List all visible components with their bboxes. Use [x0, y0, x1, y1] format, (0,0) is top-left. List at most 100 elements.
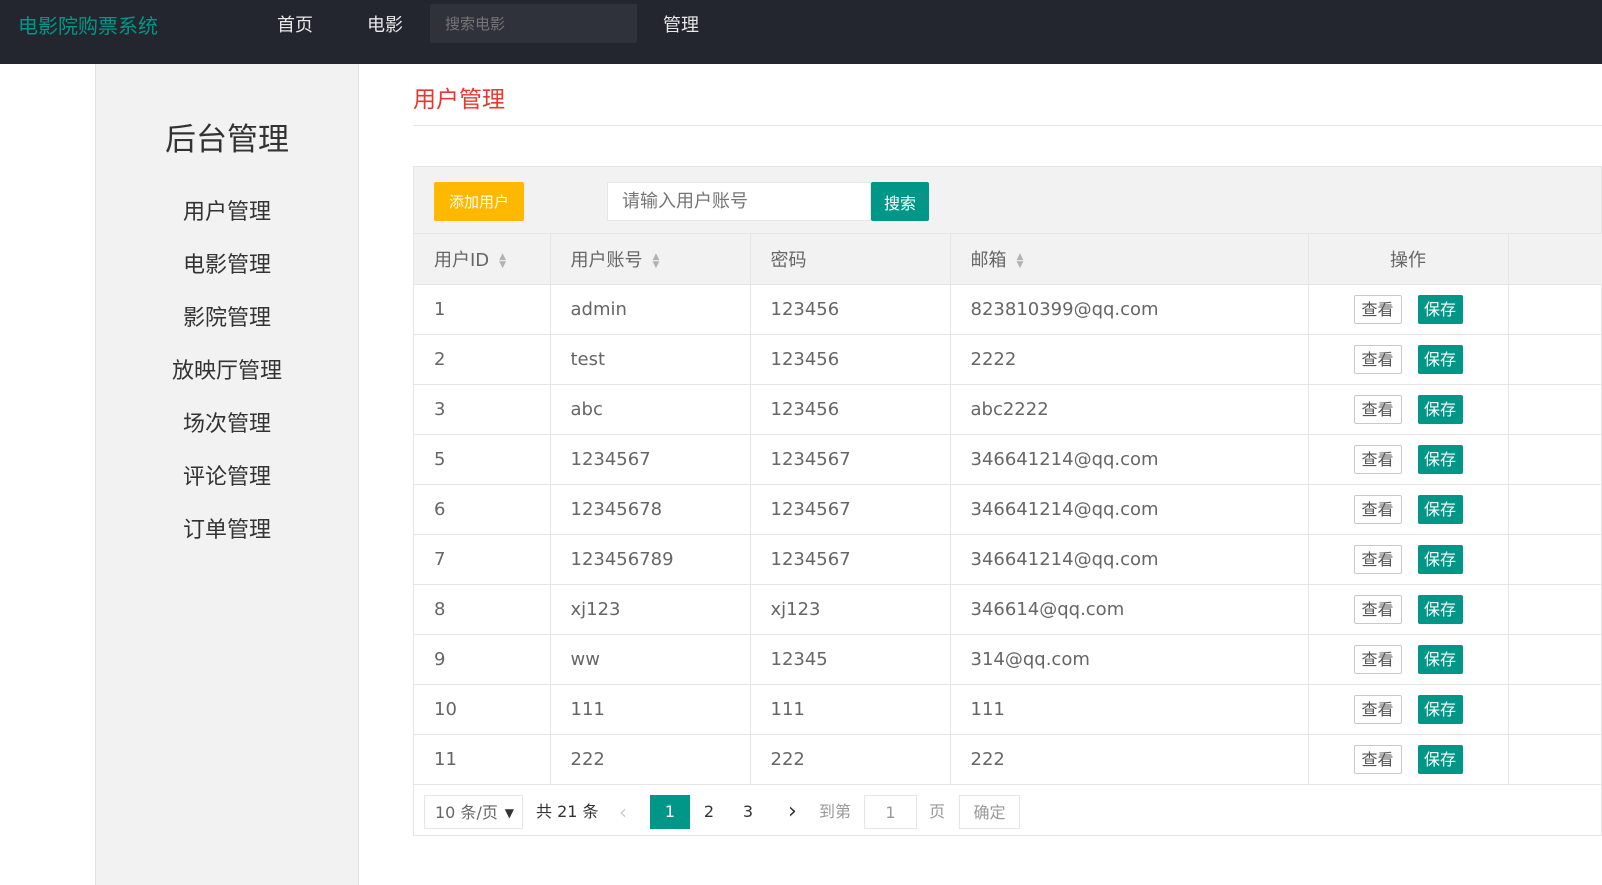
cell-email: abc2222 [950, 384, 1309, 435]
add-user-button[interactable]: 添加用户 [434, 182, 524, 221]
cell-password: 123456 [750, 284, 951, 335]
cell-actions: 查看 保存 [1308, 284, 1509, 335]
save-button[interactable]: 保存 [1417, 594, 1463, 624]
cell-password: xj123 [750, 584, 951, 635]
view-button[interactable]: 查看 [1353, 494, 1402, 524]
save-button[interactable]: 保存 [1417, 544, 1463, 574]
sort-icon[interactable]: ▲ ▼ [652, 251, 660, 270]
search-button[interactable]: 搜索 [871, 182, 929, 221]
sidebar-item[interactable]: 放映厅管理 [171, 359, 282, 384]
cell-email: 346641214@qq.com [950, 434, 1309, 485]
view-button[interactable]: 查看 [1353, 744, 1402, 774]
table-row: 11 222 222 222 查看 保存 [414, 734, 1602, 785]
cell-actions: 查看 保存 [1308, 534, 1509, 585]
table-row: 3 abc 123456 abc2222 查看 保存 [414, 384, 1602, 435]
dropdown-arrow-icon: ▼ [504, 805, 514, 820]
table-row: 7 123456789 1234567 346641214@qq.com 查看 保存 [414, 534, 1602, 585]
cell-account: 222 [550, 734, 751, 785]
view-button[interactable]: 查看 [1353, 344, 1402, 374]
cell-account: ww [550, 634, 751, 685]
nav-movies[interactable]: 电影 [367, 15, 403, 36]
cell-id: 5 [414, 434, 551, 485]
toolbar: 添加用户 搜索 [414, 167, 1601, 234]
view-button[interactable]: 查看 [1353, 644, 1402, 674]
cell-actions: 查看 保存 [1308, 334, 1509, 385]
view-button[interactable]: 查看 [1353, 294, 1402, 324]
cell-account: 111 [550, 684, 751, 735]
goto-label: 到第 [819, 801, 852, 821]
cell-empty [1508, 684, 1602, 735]
cell-actions: 查看 保存 [1308, 434, 1509, 485]
next-page-icon[interactable]: › [788, 798, 797, 824]
cell-email: 222 [950, 734, 1309, 785]
cell-account: admin [550, 284, 751, 335]
goto-page-input[interactable]: 1 [864, 794, 917, 829]
view-button[interactable]: 查看 [1353, 694, 1402, 724]
save-button[interactable]: 保存 [1417, 294, 1463, 324]
save-button[interactable]: 保存 [1417, 744, 1463, 774]
sidebar-item[interactable]: 电影管理 [182, 253, 271, 278]
cell-id: 11 [414, 734, 551, 785]
prev-page-icon[interactable]: ‹ [619, 799, 627, 824]
table-row: 10 111 111 111 查看 保存 [414, 684, 1602, 735]
column-header-empty [1508, 234, 1602, 285]
view-button[interactable]: 查看 [1353, 594, 1402, 624]
view-button[interactable]: 查看 [1353, 444, 1402, 474]
table-row: 5 1234567 1234567 346641214@qq.com 查看 保存 [414, 434, 1602, 485]
save-button[interactable]: 保存 [1417, 444, 1463, 474]
save-button[interactable]: 保存 [1417, 644, 1463, 674]
page-2[interactable]: 2 [703, 801, 715, 821]
view-button[interactable]: 查看 [1353, 394, 1402, 424]
save-button[interactable]: 保存 [1417, 344, 1463, 374]
view-button[interactable]: 查看 [1353, 544, 1402, 574]
column-label: 操作 [1390, 249, 1426, 271]
cell-empty [1508, 484, 1602, 535]
cell-account: 1234567 [550, 434, 751, 485]
sort-icon[interactable]: ▲ ▼ [1016, 251, 1024, 270]
user-account-search-input[interactable] [607, 182, 871, 221]
column-header-id[interactable]: 用户ID ▲ ▼ [414, 234, 551, 285]
cell-actions: 查看 保存 [1308, 384, 1509, 435]
cell-id: 7 [414, 534, 551, 585]
nav-admin[interactable]: 管理 [663, 15, 699, 36]
save-button[interactable]: 保存 [1417, 694, 1463, 724]
cell-empty [1508, 584, 1602, 635]
sidebar-item[interactable]: 影院管理 [182, 306, 271, 331]
movie-search-input[interactable] [430, 4, 637, 43]
logo[interactable]: 电影院购票系统 [18, 14, 158, 38]
cell-email: 346614@qq.com [950, 584, 1309, 635]
page-size-select[interactable]: 10 条/页 ▼ [424, 794, 523, 829]
pagination: 10 条/页 ▼ 共 21 条 ‹ 1 2 3 › 到第 1 页 确定 [414, 785, 1601, 837]
sidebar-item[interactable]: 订单管理 [182, 518, 271, 543]
sidebar-item[interactable]: 场次管理 [182, 412, 271, 437]
page-1[interactable]: 1 [650, 794, 690, 829]
table-row: 6 12345678 1234567 346641214@qq.com 查看 保存 [414, 484, 1602, 535]
sidebar-item[interactable]: 用户管理 [182, 200, 271, 225]
cell-password: 12345 [750, 634, 951, 685]
save-button[interactable]: 保存 [1417, 494, 1463, 524]
page-size-value: 10 条/页 [435, 802, 498, 822]
cell-password: 123456 [750, 384, 951, 435]
sidebar-item[interactable]: 评论管理 [182, 465, 271, 490]
sidebar-title: 后台管理 [165, 122, 289, 158]
cell-id: 3 [414, 384, 551, 435]
page-3[interactable]: 3 [742, 801, 754, 821]
cell-account: test [550, 334, 751, 385]
cell-account: abc [550, 384, 751, 435]
table-row: 9 ww 12345 314@qq.com 查看 保存 [414, 634, 1602, 685]
save-button[interactable]: 保存 [1417, 394, 1463, 424]
column-label: 密码 [770, 249, 807, 271]
page-unit: 页 [929, 801, 946, 821]
cell-id: 6 [414, 484, 551, 535]
cell-account: 123456789 [550, 534, 751, 585]
cell-id: 10 [414, 684, 551, 735]
nav-home[interactable]: 首页 [277, 15, 313, 36]
cell-email: 2222 [950, 334, 1309, 385]
column-header-account[interactable]: 用户账号 ▲ ▼ [550, 234, 751, 285]
divider [413, 125, 1602, 126]
sort-icon[interactable]: ▲ ▼ [499, 251, 507, 270]
cell-account: 12345678 [550, 484, 751, 535]
table-row: 2 test 123456 2222 查看 保存 [414, 334, 1602, 385]
column-header-email[interactable]: 邮箱 ▲ ▼ [950, 234, 1309, 285]
goto-confirm-button[interactable]: 确定 [959, 794, 1020, 829]
